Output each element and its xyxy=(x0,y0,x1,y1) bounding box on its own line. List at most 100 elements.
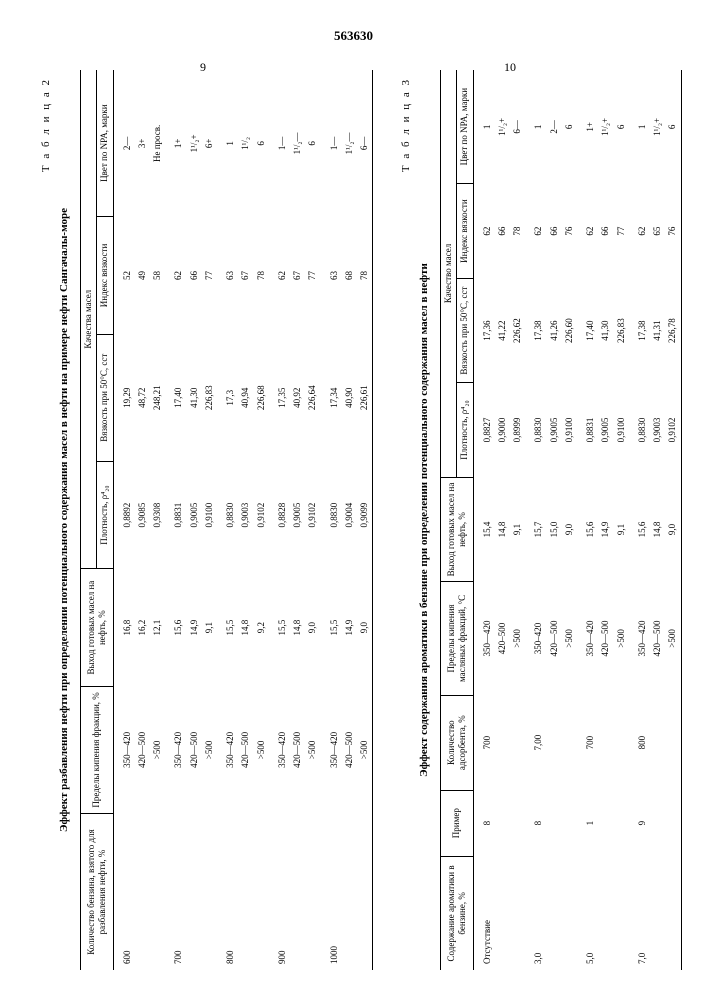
th3-yield: Выход готовых масел на нефть, % xyxy=(441,477,474,581)
cell: 900 xyxy=(269,813,290,970)
th3-quality-group: Качество масел xyxy=(441,70,457,477)
table-row: Отсутствие8700350—42015,40,882717,36621 xyxy=(473,70,495,970)
th3-color: Цвет по NPA, марки xyxy=(457,70,473,184)
cell: 0,8999 xyxy=(510,383,525,478)
th-quality-group: Качества масел xyxy=(81,70,97,569)
cell: 17,38 xyxy=(629,278,650,382)
table-3: Содержание ароматики в бензине, % Пример… xyxy=(440,70,682,970)
cell: 40,90 xyxy=(342,334,357,461)
cell: 350–420 xyxy=(525,582,546,696)
cell: 17,34 xyxy=(321,334,342,461)
cell: 65 xyxy=(650,184,665,279)
cell: 350—420 xyxy=(217,686,238,813)
cell: 15,5 xyxy=(269,569,290,686)
cell xyxy=(562,695,577,790)
cell: >500 xyxy=(510,582,525,696)
cell xyxy=(357,813,373,970)
cell: 226,62 xyxy=(510,278,525,382)
table-2-block: Т а б л и ц а 2 Эффект разбавления нефти… xyxy=(40,70,373,970)
cell xyxy=(547,790,562,856)
cell: 226,83 xyxy=(202,334,217,461)
cell: 7,0 xyxy=(629,856,650,970)
cell: >500 xyxy=(202,686,217,813)
cell: 17,35 xyxy=(269,334,290,461)
cell: 16,2 xyxy=(135,569,150,686)
cell: 15,5 xyxy=(321,569,342,686)
table-row: >5009,10,9100226,83776+ xyxy=(202,70,217,970)
table-row: 420—50016,20,908548,72493+ xyxy=(135,70,150,970)
cell: 1¹/₂ xyxy=(238,70,253,217)
cell: 420—500 xyxy=(187,686,202,813)
cell: 1 xyxy=(577,790,598,856)
cell xyxy=(614,790,629,856)
cell: 77 xyxy=(202,217,217,334)
cell: 800 xyxy=(629,695,650,790)
cell: 700 xyxy=(473,695,495,790)
cell: 62 xyxy=(269,217,290,334)
cell: 1000 xyxy=(321,813,342,970)
cell: 67 xyxy=(290,217,305,334)
cell: 600 xyxy=(113,813,135,970)
th3-vi: Индекс вязкости xyxy=(457,184,473,279)
table-row: >5009,00,9102226,64776 xyxy=(305,70,320,970)
cell: Отсутствие xyxy=(473,856,495,970)
cell: 14,8 xyxy=(290,569,305,686)
cell: 17,3 xyxy=(217,334,238,461)
cell: 226,64 xyxy=(305,334,320,461)
cell xyxy=(614,856,629,970)
cell xyxy=(547,695,562,790)
table-row: 900350—42015,50,882817,35621— xyxy=(269,70,290,970)
table-row: 420—50014,80,900540,92671¹/₂— xyxy=(290,70,305,970)
table-row: 420—50014,90,900440,90681¹/₂— xyxy=(342,70,357,970)
cell: 41,30 xyxy=(187,334,202,461)
cell: 350—420 xyxy=(165,686,186,813)
th-visc: Вязкость при 50°C, сст xyxy=(97,334,113,461)
cell: 226,60 xyxy=(562,278,577,382)
cell: 17,38 xyxy=(525,278,546,382)
cell: 6— xyxy=(510,70,525,184)
cell xyxy=(495,790,510,856)
cell: 68 xyxy=(342,217,357,334)
cell: 350—420 xyxy=(473,582,495,696)
table-2: Количество бензина, взятого для разбавле… xyxy=(80,70,373,970)
cell: 15,5 xyxy=(217,569,238,686)
cell: 0,9308 xyxy=(150,461,165,569)
cell: >500 xyxy=(254,686,269,813)
cell: 6 xyxy=(614,70,629,184)
th-density: Плотность, ρ⁴₂₀ xyxy=(97,461,113,569)
cell xyxy=(202,813,217,970)
cell: 9,1 xyxy=(510,477,525,581)
cell: 9,1 xyxy=(202,569,217,686)
cell: 9 xyxy=(629,790,650,856)
cell: 78 xyxy=(357,217,373,334)
cell: 1¹/₂— xyxy=(290,70,305,217)
cell: 67 xyxy=(238,217,253,334)
cell: 41,26 xyxy=(547,278,562,382)
cell: 420—500 xyxy=(650,582,665,696)
cell: 420–500 xyxy=(495,582,510,696)
th3-density: Плотность, ρ⁴₂₀ xyxy=(457,383,473,478)
cell: 6 xyxy=(665,70,681,184)
cell: 9,0 xyxy=(357,569,373,686)
cell: 350—420 xyxy=(629,582,650,696)
cell: 0,8830 xyxy=(629,383,650,478)
cell xyxy=(650,856,665,970)
cell: 9,0 xyxy=(562,477,577,581)
cell xyxy=(562,790,577,856)
cell: 1¹/₂+ xyxy=(598,70,613,184)
cell: 19,29 xyxy=(113,334,135,461)
table-3-label: Т а б л и ц а 3 xyxy=(400,70,412,970)
table-3-block: Т а б л и ц а 3 Эффект содержания аромат… xyxy=(400,70,682,970)
cell: 248,21 xyxy=(150,334,165,461)
cell: Не просв. xyxy=(150,70,165,217)
cell: 17,40 xyxy=(165,334,186,461)
table-row: 600350—42016,80,889219,29522— xyxy=(113,70,135,970)
cell: 16,8 xyxy=(113,569,135,686)
cell: 9,2 xyxy=(254,569,269,686)
cell: 14,8 xyxy=(238,569,253,686)
cell: 41,22 xyxy=(495,278,510,382)
cell: >500 xyxy=(305,686,320,813)
cell: 40,94 xyxy=(238,334,253,461)
cell: 14,8 xyxy=(495,477,510,581)
cell xyxy=(135,813,150,970)
